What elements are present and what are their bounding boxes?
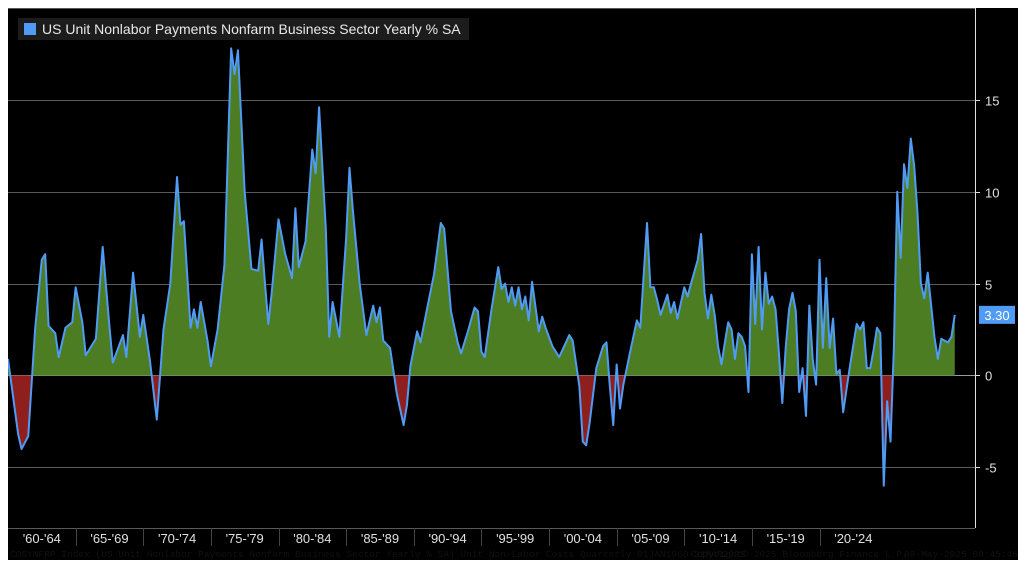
- y-tick-label: 10: [985, 186, 999, 201]
- x-tick-label: '80-'84: [293, 531, 331, 546]
- x-tick-label: '05-'09: [631, 531, 669, 546]
- last-value-tag: [979, 305, 1015, 324]
- footer-copyright: Copyright© 2025 Bloomberg Finance L.P.: [691, 549, 908, 560]
- last-value-label: 3.30: [984, 308, 1009, 323]
- x-tick-label: '20-'24: [834, 531, 872, 546]
- x-tick-label: '15-'19: [767, 531, 805, 546]
- footer-timestamp: 08-May-2025 08:45:46: [903, 549, 1018, 560]
- area-negative: [10, 375, 33, 449]
- x-tick-label: '95-'99: [496, 531, 534, 546]
- x-tick-label: '65-'69: [90, 531, 128, 546]
- legend-swatch: [24, 23, 36, 35]
- x-tick-label: '75-'79: [226, 531, 264, 546]
- area-fills: [8, 48, 955, 486]
- y-tick-label: 0: [985, 369, 992, 384]
- x-tick-label: '90-'94: [428, 531, 466, 546]
- area-positive: [748, 246, 781, 376]
- y-tick-label: -5: [985, 461, 997, 476]
- x-tick-label: '00-'04: [564, 531, 602, 546]
- footer-source: COSYNFRP Index (US Unit Nonlabor Payment…: [10, 549, 746, 560]
- x-tick-label: '70-'74: [158, 531, 196, 546]
- area-positive: [32, 246, 152, 376]
- area-positive: [595, 342, 610, 376]
- chart-panel: -5 0 5 10 15 '60-'64 '65-'69 '70-'74 '75-'79 '80-…: [8, 8, 1018, 560]
- area-positive: [160, 48, 395, 376]
- x-tick-label: '10-'14: [699, 531, 737, 546]
- series-line-path: [8, 47, 956, 487]
- y-tick-label: 5: [985, 278, 992, 293]
- axes: -5 0 5 10 15 '60-'64 '65-'69 '70-'74 '75-'79 '80-…: [8, 8, 1015, 546]
- legend: US Unit Nonlabor Payments Nonfarm Busine…: [18, 18, 469, 40]
- area-negative: [394, 375, 410, 426]
- grid-lines: [8, 8, 975, 468]
- legend-label: US Unit Nonlabor Payments Nonfarm Busine…: [42, 21, 461, 37]
- x-tick-label: '85-'89: [361, 531, 399, 546]
- x-tick-label: '60-'64: [23, 531, 61, 546]
- footer: COSYNFRP Index (US Unit Nonlabor Payment…: [0, 545, 1024, 567]
- area-positive: [783, 292, 799, 376]
- series-line: [8, 47, 956, 487]
- y-tick-label: 15: [985, 94, 999, 109]
- chart-svg: -5 0 5 10 15 '60-'64 '65-'69 '70-'74 '75-'79 '80-…: [8, 8, 1015, 546]
- area-positive: [892, 138, 955, 376]
- area-positive: [625, 222, 748, 376]
